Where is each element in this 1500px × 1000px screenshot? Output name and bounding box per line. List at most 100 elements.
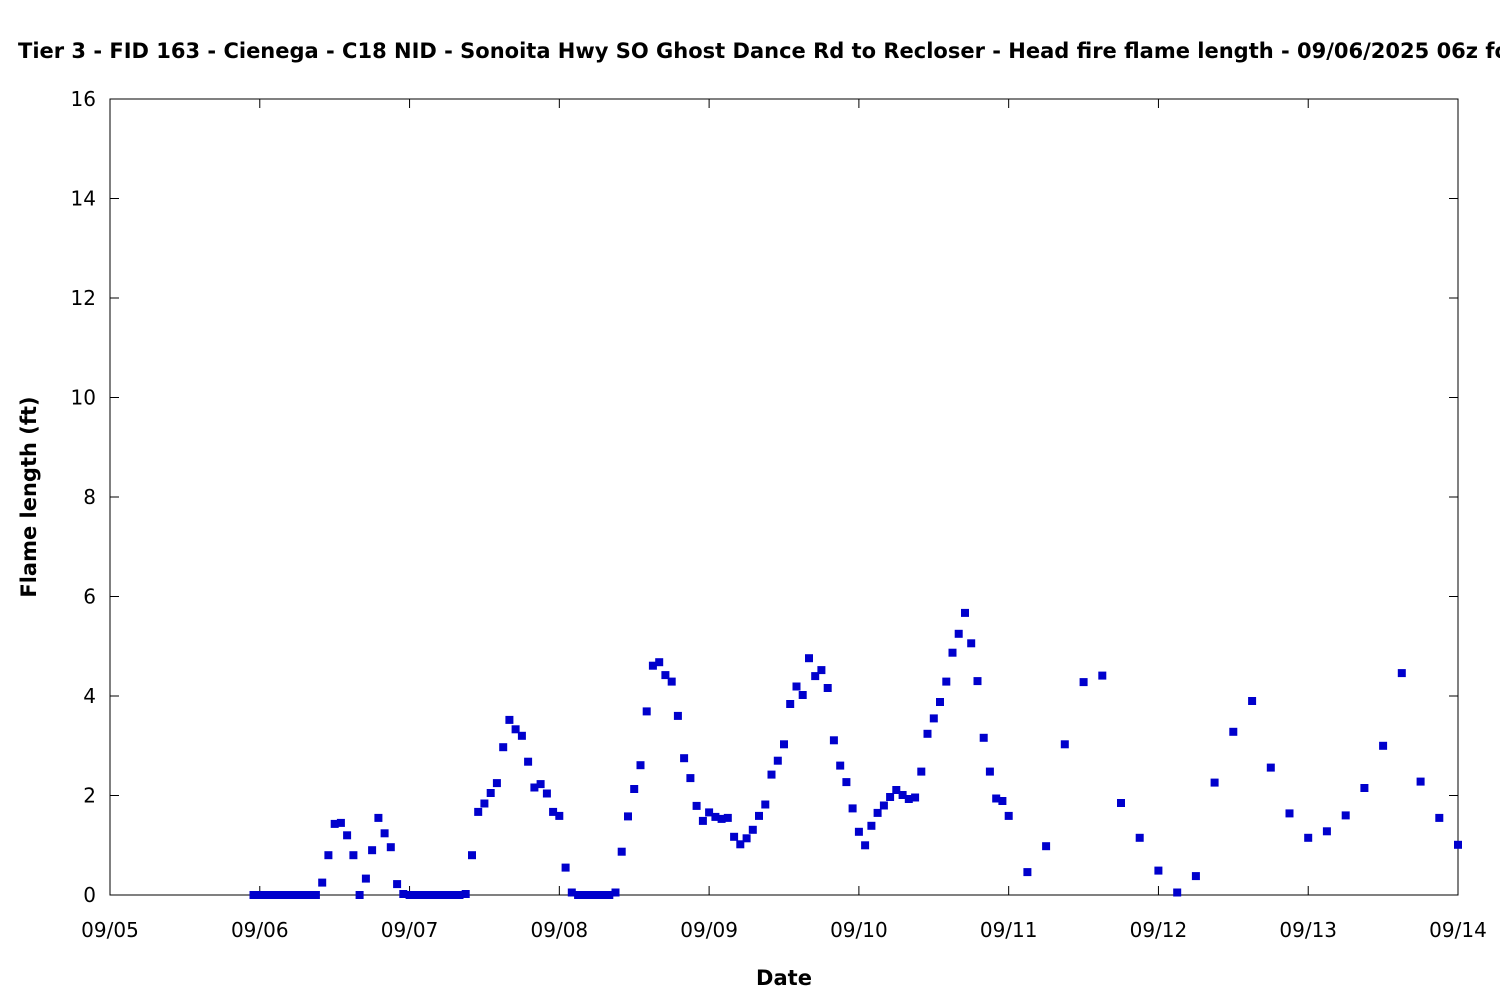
data-point (280, 891, 289, 899)
data-point (374, 813, 383, 822)
data-point (368, 846, 377, 855)
data-point (792, 682, 801, 691)
x-tick-label: 09/11 (980, 918, 1038, 942)
data-point (1304, 833, 1313, 842)
data-point (730, 832, 739, 841)
data-point (836, 761, 845, 770)
data-point (349, 851, 358, 860)
data-point (480, 799, 489, 808)
data-point (973, 677, 982, 686)
data-point (680, 754, 689, 763)
data-point (605, 891, 614, 899)
data-point (536, 780, 545, 789)
data-point (486, 789, 495, 797)
data-point (411, 891, 420, 899)
y-tick-label: 10 (71, 386, 96, 410)
y-tick-label: 4 (83, 684, 96, 708)
data-point (948, 648, 957, 657)
data-point (717, 814, 726, 823)
data-point (1023, 868, 1032, 877)
data-point (1341, 811, 1350, 820)
data-point (667, 677, 676, 686)
data-point (268, 891, 277, 899)
y-tick-label: 8 (83, 485, 96, 509)
data-point (255, 891, 264, 899)
data-point (418, 891, 426, 899)
data-point (611, 888, 620, 897)
y-tick-label: 0 (83, 883, 96, 907)
plot-frame (109, 98, 1459, 896)
data-point (530, 783, 539, 792)
data-point (1322, 827, 1331, 836)
data-point (879, 801, 888, 810)
data-point (886, 793, 895, 801)
data-point (867, 821, 876, 830)
data-point (624, 812, 632, 821)
data-point (586, 891, 595, 899)
data-point (1154, 866, 1163, 875)
data-point (287, 891, 295, 899)
data-point (424, 891, 433, 899)
data-point (861, 841, 870, 850)
y-tick-label: 16 (71, 87, 96, 111)
data-point (661, 671, 670, 680)
data-point (305, 891, 314, 899)
x-tick-label: 09/08 (531, 918, 589, 942)
data-point (449, 891, 458, 899)
data-point (854, 827, 863, 836)
data-point (249, 891, 258, 899)
data-point (692, 801, 701, 810)
data-point (923, 729, 932, 738)
data-point (542, 789, 551, 798)
data-point (761, 800, 770, 809)
data-point (979, 733, 988, 742)
data-point (311, 891, 320, 899)
y-tick-label: 6 (83, 585, 96, 609)
x-tick-label: 09/09 (680, 918, 738, 942)
data-point (580, 891, 589, 899)
data-point (318, 878, 327, 887)
data-point (1173, 888, 1182, 897)
data-point (817, 666, 826, 675)
data-point (936, 698, 944, 706)
data-point (405, 891, 414, 899)
data-point (929, 714, 938, 723)
data-point (555, 811, 564, 820)
data-point (386, 843, 395, 852)
data-point (723, 813, 732, 822)
data-point (474, 807, 483, 816)
data-point (380, 829, 389, 838)
data-point (1117, 799, 1125, 807)
y-tick-label: 2 (83, 784, 96, 808)
data-point (829, 736, 838, 745)
data-point (1379, 741, 1388, 750)
data-point (942, 677, 951, 686)
data-point (455, 891, 464, 899)
data-point (848, 804, 857, 813)
data-point (748, 825, 757, 834)
data-point (511, 725, 520, 734)
data-point (574, 891, 583, 899)
data-point (1360, 784, 1369, 792)
data-point (274, 891, 283, 899)
data-point (992, 794, 1001, 803)
data-point (904, 795, 913, 803)
data-point (330, 819, 339, 828)
data-points (249, 608, 1462, 899)
data-point (499, 743, 508, 752)
data-point (811, 672, 820, 681)
data-point (1135, 833, 1144, 842)
data-point (805, 654, 813, 663)
data-point (561, 863, 570, 872)
data-point (443, 891, 451, 899)
data-point (642, 707, 651, 716)
x-tick-label: 09/06 (231, 918, 289, 942)
data-point (798, 691, 807, 699)
y-tick-label: 12 (71, 286, 96, 310)
data-point (698, 816, 707, 825)
data-point (686, 774, 695, 783)
data-point (549, 807, 558, 816)
data-point (1210, 778, 1219, 787)
data-point (524, 757, 533, 766)
